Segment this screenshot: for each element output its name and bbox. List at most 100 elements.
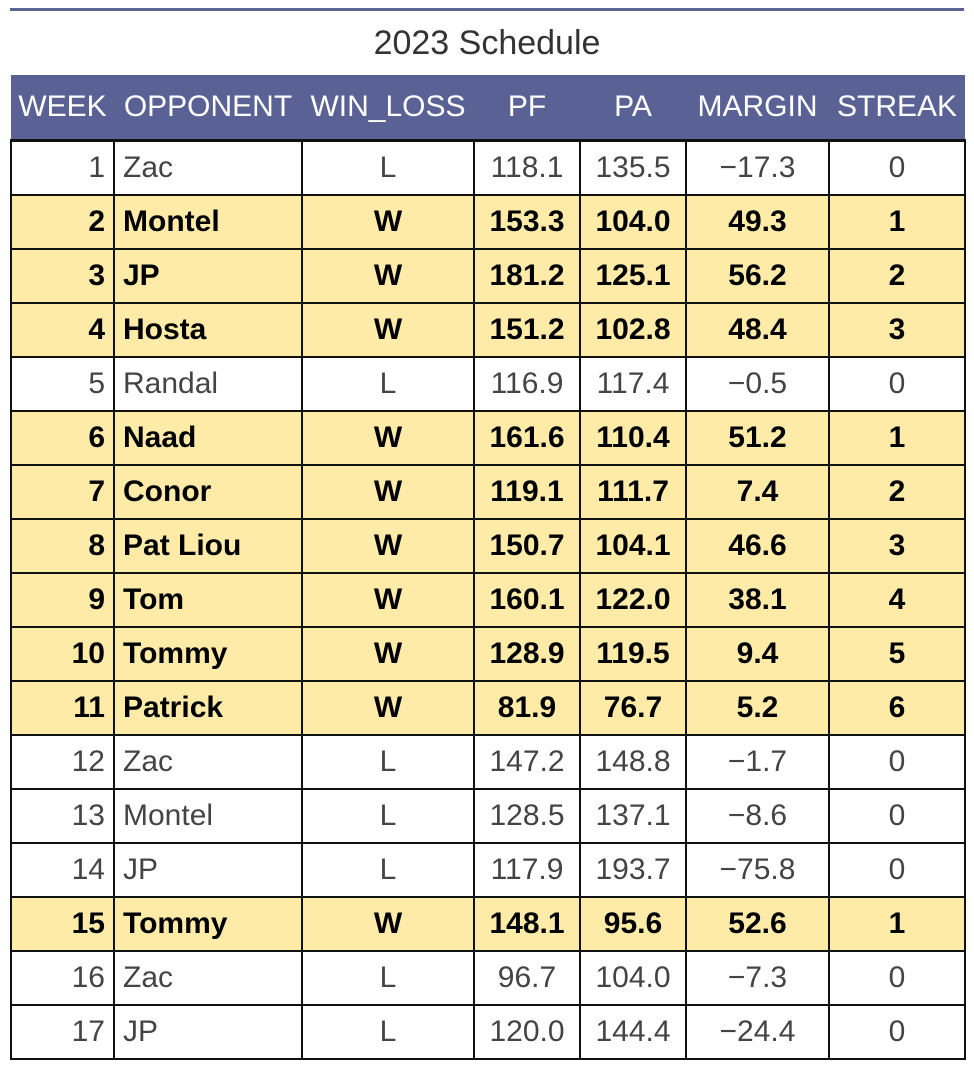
cell-margin: −24.4 (685, 1004, 830, 1060)
cell-win-loss: L (301, 139, 475, 196)
cell-win-loss: L (301, 1004, 475, 1060)
cell-margin: 48.4 (685, 302, 830, 358)
cell-win-loss: W (301, 626, 475, 682)
column-header-margin: MARGIN (686, 75, 829, 141)
cell-pf: 81.9 (473, 680, 581, 736)
cell-pa: 102.8 (579, 302, 687, 358)
cell-opponent: Randal (113, 356, 303, 412)
cell-week: 15 (10, 896, 115, 952)
cell-pf: 151.2 (473, 302, 581, 358)
cell-opponent: Hosta (113, 302, 303, 358)
cell-streak: 1 (828, 410, 966, 466)
cell-pa: 76.7 (579, 680, 687, 736)
column-header-pa: PA (580, 75, 686, 141)
table-row: 10 Tommy W 128.9 119.5 9.4 5 (10, 626, 966, 682)
table-row: 15 Tommy W 148.1 95.6 52.6 1 (10, 896, 966, 952)
table-title: 2023 Schedule (373, 24, 601, 62)
cell-week: 13 (10, 788, 115, 844)
cell-week: 1 (10, 139, 115, 196)
cell-week: 10 (10, 626, 115, 682)
cell-pa: 111.7 (579, 464, 687, 520)
cell-pf: 117.9 (473, 842, 581, 898)
cell-pa: 148.8 (579, 734, 687, 790)
cell-streak: 0 (828, 788, 966, 844)
cell-margin: −0.5 (685, 356, 830, 412)
table-row: 7 Conor W 119.1 111.7 7.4 2 (10, 464, 966, 520)
cell-win-loss: L (301, 734, 475, 790)
cell-margin: 7.4 (685, 464, 830, 520)
cell-week: 2 (10, 194, 115, 250)
cell-pf: 128.5 (473, 788, 581, 844)
cell-opponent: Tommy (113, 896, 303, 952)
cell-streak: 4 (828, 572, 966, 628)
column-header-streak: STREAK (829, 75, 965, 141)
column-header-week: WEEK (11, 75, 114, 141)
cell-week: 14 (10, 842, 115, 898)
cell-streak: 3 (828, 302, 966, 358)
cell-win-loss: L (301, 356, 475, 412)
cell-margin: 9.4 (685, 626, 830, 682)
cell-win-loss: W (301, 464, 475, 520)
cell-opponent: JP (113, 248, 303, 304)
cell-pf: 181.2 (473, 248, 581, 304)
cell-streak: 6 (828, 680, 966, 736)
cell-margin: −7.3 (685, 950, 830, 1006)
cell-win-loss: L (301, 842, 475, 898)
cell-opponent: Tom (113, 572, 303, 628)
cell-win-loss: L (301, 950, 475, 1006)
cell-opponent: Montel (113, 194, 303, 250)
cell-streak: 0 (828, 842, 966, 898)
table-body: 1 Zac L 118.1 135.5 −17.3 0 2 Montel W 153.3 104.0 4… (10, 139, 966, 1060)
cell-margin: −1.7 (685, 734, 830, 790)
cell-pa: 104.1 (579, 518, 687, 574)
cell-pf: 150.7 (473, 518, 581, 574)
cell-opponent: Patrick (113, 680, 303, 736)
cell-margin: 49.3 (685, 194, 830, 250)
cell-margin: 5.2 (685, 680, 830, 736)
cell-streak: 2 (828, 464, 966, 520)
cell-pf: 119.1 (473, 464, 581, 520)
cell-opponent: Tommy (113, 626, 303, 682)
cell-margin: −8.6 (685, 788, 830, 844)
cell-margin: 38.1 (685, 572, 830, 628)
table-row: 14 JP L 117.9 193.7 −75.8 0 (10, 842, 966, 898)
cell-opponent: Naad (113, 410, 303, 466)
cell-win-loss: W (301, 248, 475, 304)
cell-win-loss: L (301, 788, 475, 844)
cell-week: 3 (10, 248, 115, 304)
cell-week: 8 (10, 518, 115, 574)
cell-streak: 0 (828, 139, 966, 196)
cell-opponent: Conor (113, 464, 303, 520)
cell-pa: 122.0 (579, 572, 687, 628)
table-row: 1 Zac L 118.1 135.5 −17.3 0 (10, 139, 966, 196)
cell-week: 16 (10, 950, 115, 1006)
cell-win-loss: W (301, 572, 475, 628)
cell-pf: 116.9 (473, 356, 581, 412)
cell-opponent: Zac (113, 950, 303, 1006)
cell-pf: 96.7 (473, 950, 581, 1006)
cell-opponent: Montel (113, 788, 303, 844)
cell-streak: 0 (828, 356, 966, 412)
cell-week: 5 (10, 356, 115, 412)
cell-pa: 125.1 (579, 248, 687, 304)
table-row: 12 Zac L 147.2 148.8 −1.7 0 (10, 734, 966, 790)
cell-streak: 5 (828, 626, 966, 682)
header-row: WEEK OPPONENT WIN_LOSS PF PA MARGIN STRE… (11, 75, 965, 141)
cell-opponent: Pat Liou (113, 518, 303, 574)
cell-win-loss: W (301, 410, 475, 466)
cell-week: 4 (10, 302, 115, 358)
column-header-win-loss: WIN_LOSS (302, 75, 474, 141)
cell-pf: 147.2 (473, 734, 581, 790)
cell-week: 17 (10, 1004, 115, 1060)
cell-margin: 52.6 (685, 896, 830, 952)
cell-streak: 0 (828, 950, 966, 1006)
cell-streak: 0 (828, 734, 966, 790)
table-row: 9 Tom W 160.1 122.0 38.1 4 (10, 572, 966, 628)
cell-streak: 0 (828, 1004, 966, 1060)
cell-opponent: JP (113, 1004, 303, 1060)
schedule-table: WEEK OPPONENT WIN_LOSS PF PA MARGIN STRE… (10, 75, 966, 1060)
table-row: 4 Hosta W 151.2 102.8 48.4 3 (10, 302, 966, 358)
cell-week: 6 (10, 410, 115, 466)
cell-opponent: JP (113, 842, 303, 898)
table-row: 5 Randal L 116.9 117.4 −0.5 0 (10, 356, 966, 412)
